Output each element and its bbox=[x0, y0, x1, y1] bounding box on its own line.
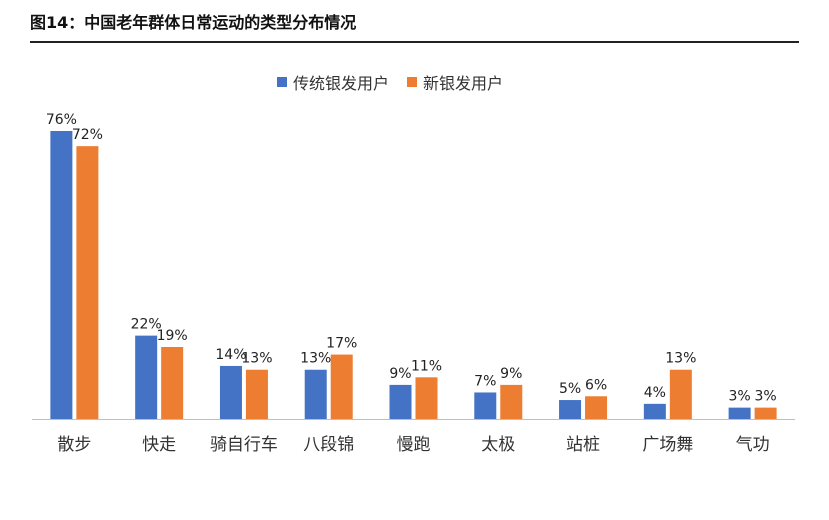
bar-2-5 bbox=[415, 377, 438, 419]
x-tick-label-5: 慢跑 bbox=[397, 434, 431, 455]
bar-2-8 bbox=[669, 369, 692, 419]
legend-label-series-2: 新银发用户 bbox=[423, 74, 504, 93]
bar-1-9 bbox=[728, 407, 751, 419]
data-label-2-9: 3% bbox=[755, 389, 777, 405]
x-tick-label-9: 气功 bbox=[736, 435, 770, 455]
bar-1-6 bbox=[474, 392, 497, 419]
bar-2-2 bbox=[161, 347, 184, 419]
data-label-1-5: 9% bbox=[389, 366, 411, 382]
data-label-1-9: 3% bbox=[729, 389, 751, 405]
bar-2-3 bbox=[245, 369, 268, 419]
x-tick-label-2: 快走 bbox=[142, 435, 176, 455]
x-tick-label-8: 广场舞 bbox=[642, 435, 693, 455]
x-tick-label-4: 八段锦 bbox=[303, 435, 354, 455]
bar-1-8 bbox=[643, 403, 666, 419]
data-label-1-4: 13% bbox=[300, 351, 331, 367]
data-label-1-3: 14% bbox=[215, 347, 246, 363]
data-label-2-2: 19% bbox=[157, 328, 188, 344]
x-tick-label-7: 站桩 bbox=[566, 435, 600, 455]
bar-2-9 bbox=[754, 407, 777, 419]
data-label-1-6: 7% bbox=[474, 373, 496, 389]
bar-2-7 bbox=[585, 396, 608, 419]
figure-title: 图14：中国老年群体日常运动的类型分布情况 bbox=[30, 13, 357, 32]
data-label-2-5: 11% bbox=[411, 358, 442, 374]
legend-swatch-series-1 bbox=[277, 77, 287, 87]
bar-1-3 bbox=[219, 365, 242, 419]
legend-item-series-1: 传统银发用户 bbox=[277, 70, 389, 94]
x-tick-label-6: 太极 bbox=[481, 435, 515, 455]
legend-item-series-2: 新银发用户 bbox=[407, 70, 503, 94]
data-label-2-7: 6% bbox=[585, 377, 607, 393]
bar-1-4 bbox=[304, 369, 327, 419]
legend-label-series-1: 传统银发用户 bbox=[293, 74, 390, 93]
chart-legend: 传统银发用户 新银发用户 bbox=[277, 70, 503, 94]
data-label-2-1: 72% bbox=[72, 127, 103, 143]
data-label-1-1: 76% bbox=[46, 112, 77, 128]
data-label-2-4: 17% bbox=[326, 336, 357, 352]
bar-2-1 bbox=[76, 146, 99, 419]
data-label-1-2: 22% bbox=[131, 317, 162, 333]
data-label-2-6: 9% bbox=[500, 366, 522, 382]
bar-1-5 bbox=[389, 384, 412, 419]
legend-swatch-series-2 bbox=[407, 77, 418, 87]
data-label-2-3: 13% bbox=[241, 351, 272, 367]
title-divider bbox=[30, 41, 799, 43]
bar-1-2 bbox=[135, 335, 158, 419]
data-label-1-7: 5% bbox=[559, 381, 581, 397]
data-label-1-8: 4% bbox=[644, 385, 666, 401]
bar-1-1 bbox=[50, 131, 73, 419]
x-tick-label-1: 散步 bbox=[57, 435, 91, 455]
bar-1-7 bbox=[559, 400, 582, 419]
bar-2-6 bbox=[500, 384, 523, 419]
data-label-2-8: 13% bbox=[665, 351, 696, 367]
x-tick-label-3: 骑自行车 bbox=[210, 435, 278, 455]
bar-2-4 bbox=[330, 354, 353, 419]
